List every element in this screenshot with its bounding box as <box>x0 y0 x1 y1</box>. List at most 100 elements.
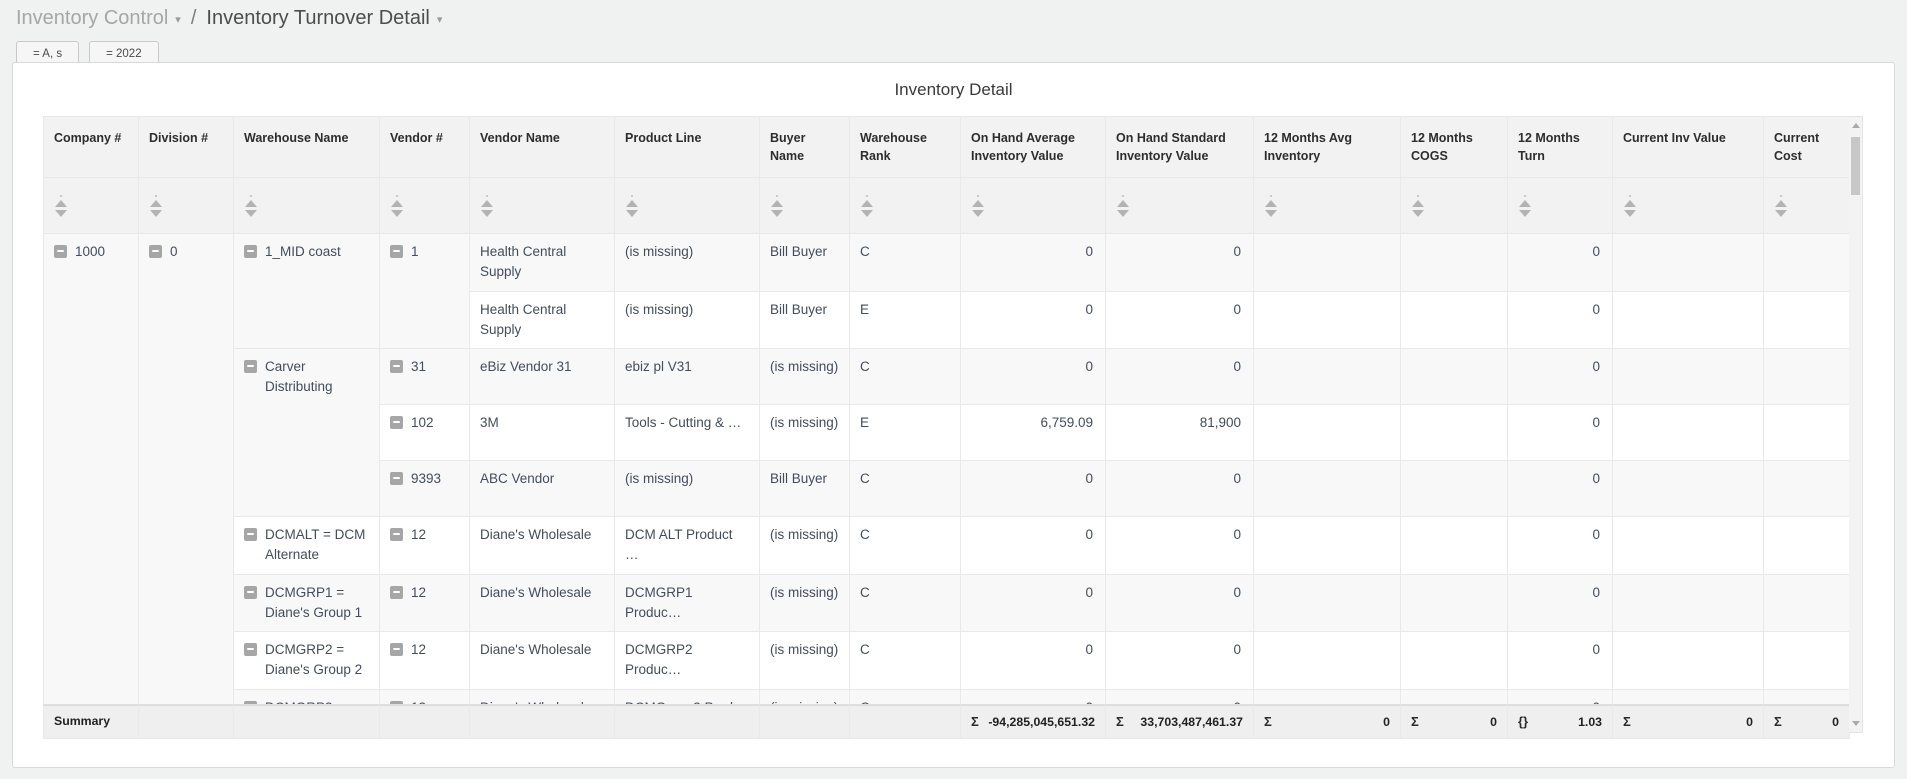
sort-ascending-icon[interactable] <box>1265 200 1277 207</box>
cell-onhand_std: 0 <box>1105 290 1254 349</box>
sort-descending-icon[interactable] <box>1519 210 1531 217</box>
sort-descending-icon[interactable] <box>150 210 162 217</box>
collapse-group-icon[interactable] <box>390 643 403 656</box>
cell-vendor_name: 3M <box>469 404 615 461</box>
cell-warehouse_rank: C <box>849 631 961 690</box>
breadcrumb-current[interactable]: Inventory Turnover Detail ▾ <box>206 7 442 30</box>
sort-ascending-icon[interactable] <box>245 200 257 207</box>
cell-mo12_cogs <box>1400 404 1508 461</box>
sort-control-product_line[interactable] <box>624 187 640 225</box>
sort-control-mo12_cogs[interactable] <box>1410 187 1426 225</box>
sort-control-division[interactable] <box>148 187 164 225</box>
cell-mo12_avg <box>1253 404 1401 461</box>
cell-onhand_std: 0 <box>1105 573 1254 632</box>
collapse-group-icon[interactable] <box>244 528 257 541</box>
cell-mo12_cogs <box>1400 234 1508 292</box>
sort-cell-cur_inv <box>1612 177 1764 234</box>
sort-descending-icon[interactable] <box>481 210 493 217</box>
table-summary: Summary Σ -94,285,045,651.32 Σ 33,703,487,46… <box>43 705 1850 739</box>
sort-ascending-icon[interactable] <box>626 200 638 207</box>
table-body: 1000 0 1_MID coast 1 Health Central Supply (i… <box>43 234 1849 704</box>
cell-mo12_avg <box>1253 573 1401 632</box>
sort-control-onhand_avg[interactable] <box>970 187 986 225</box>
filter-chip-1[interactable]: = A, s <box>16 41 80 66</box>
cell-onhand_avg: 0 <box>960 460 1106 517</box>
sort-ascending-icon[interactable] <box>861 200 873 207</box>
scrollbar-up-icon[interactable] <box>1852 123 1860 128</box>
sort-ascending-icon[interactable] <box>1775 200 1787 207</box>
cell-text: 1000 <box>75 244 106 259</box>
sort-ascending-icon[interactable] <box>150 200 162 207</box>
collapse-group-icon[interactable] <box>244 245 257 258</box>
sigma-icon: Σ <box>971 714 979 729</box>
scrollbar-thumb[interactable] <box>1851 137 1860 195</box>
sort-descending-icon[interactable] <box>55 210 67 217</box>
sigma-icon: Σ <box>1623 714 1631 729</box>
sort-descending-icon[interactable] <box>1775 210 1787 217</box>
sort-descending-icon[interactable] <box>626 210 638 217</box>
sort-ascending-icon[interactable] <box>972 200 984 207</box>
sort-control-cur_inv[interactable] <box>1622 187 1638 225</box>
collapse-group-icon[interactable] <box>244 585 257 599</box>
collapse-group-icon[interactable] <box>390 700 403 704</box>
sort-ascending-icon[interactable] <box>1117 200 1129 207</box>
collapse-group-icon[interactable] <box>390 472 403 485</box>
sort-descending-icon[interactable] <box>1117 210 1129 217</box>
cell-mo12_turn: 0 <box>1507 234 1613 292</box>
sort-descending-icon[interactable] <box>972 210 984 217</box>
cell-mo12_turn: 0 <box>1507 573 1613 632</box>
collapse-group-icon[interactable] <box>54 245 67 258</box>
breadcrumb-parent[interactable]: Inventory Control ▾ <box>16 7 181 30</box>
sort-ascending-icon[interactable] <box>771 200 783 207</box>
sort-cell-vendor_num <box>379 177 470 234</box>
cell-cur_cost <box>1763 516 1849 575</box>
cell-product_line: DCMGRP1 Produc… <box>614 573 760 632</box>
sort-descending-icon[interactable] <box>1624 210 1636 217</box>
sort-control-vendor_num[interactable] <box>389 187 405 225</box>
collapse-group-icon[interactable] <box>390 528 403 541</box>
collapse-group-icon[interactable] <box>390 585 403 599</box>
sort-ascending-icon[interactable] <box>1624 200 1636 207</box>
sort-dot-icon <box>60 195 62 197</box>
sort-control-vendor_name[interactable] <box>479 187 495 225</box>
scrollbar-down-icon[interactable] <box>1852 721 1860 726</box>
sort-descending-icon[interactable] <box>771 210 783 217</box>
sort-control-company[interactable] <box>53 187 69 225</box>
cell-product_line: Tools - Cutting & … <box>614 404 760 461</box>
sort-ascending-icon[interactable] <box>1519 200 1531 207</box>
sort-control-buyer_name[interactable] <box>769 187 785 225</box>
sort-ascending-icon[interactable] <box>391 200 403 207</box>
sort-descending-icon[interactable] <box>1265 210 1277 217</box>
sort-descending-icon[interactable] <box>861 210 873 217</box>
sort-descending-icon[interactable] <box>1412 210 1424 217</box>
sort-ascending-icon[interactable] <box>481 200 493 207</box>
collapse-group-icon[interactable] <box>390 360 403 373</box>
sort-control-mo12_turn[interactable] <box>1517 187 1533 225</box>
sort-cell-vendor_name <box>469 177 615 234</box>
cell-onhand_avg: 0 <box>960 348 1106 405</box>
sort-control-onhand_std[interactable] <box>1115 187 1131 225</box>
summary-cell-mo12_turn: {} 1.03 <box>1507 705 1613 739</box>
collapse-group-icon[interactable] <box>390 416 403 429</box>
sort-control-mo12_avg[interactable] <box>1263 187 1279 225</box>
sort-descending-icon[interactable] <box>391 210 403 217</box>
sort-control-warehouse[interactable] <box>243 187 259 225</box>
vertical-scrollbar[interactable] <box>1849 116 1863 733</box>
sort-dot-icon <box>866 195 868 197</box>
cell-buyer_name: Bill Buyer <box>759 460 850 517</box>
column-header-company: Company # <box>43 116 139 178</box>
cell-onhand_avg: 0 <box>960 234 1106 292</box>
sort-ascending-icon[interactable] <box>1412 200 1424 207</box>
sort-descending-icon[interactable] <box>245 210 257 217</box>
sort-ascending-icon[interactable] <box>55 200 67 207</box>
cell-cur_cost <box>1763 688 1849 704</box>
collapse-group-icon[interactable] <box>244 360 257 373</box>
collapse-group-icon[interactable] <box>244 643 257 656</box>
cell-vendor_num: 102 <box>379 404 470 461</box>
cell-warehouse: 1_MID coast <box>233 234 380 349</box>
collapse-group-icon[interactable] <box>149 245 162 258</box>
sort-control-warehouse_rank[interactable] <box>859 187 875 225</box>
collapse-group-icon[interactable] <box>390 245 403 258</box>
collapse-group-icon[interactable] <box>244 700 257 704</box>
sort-control-cur_cost[interactable] <box>1773 187 1789 225</box>
